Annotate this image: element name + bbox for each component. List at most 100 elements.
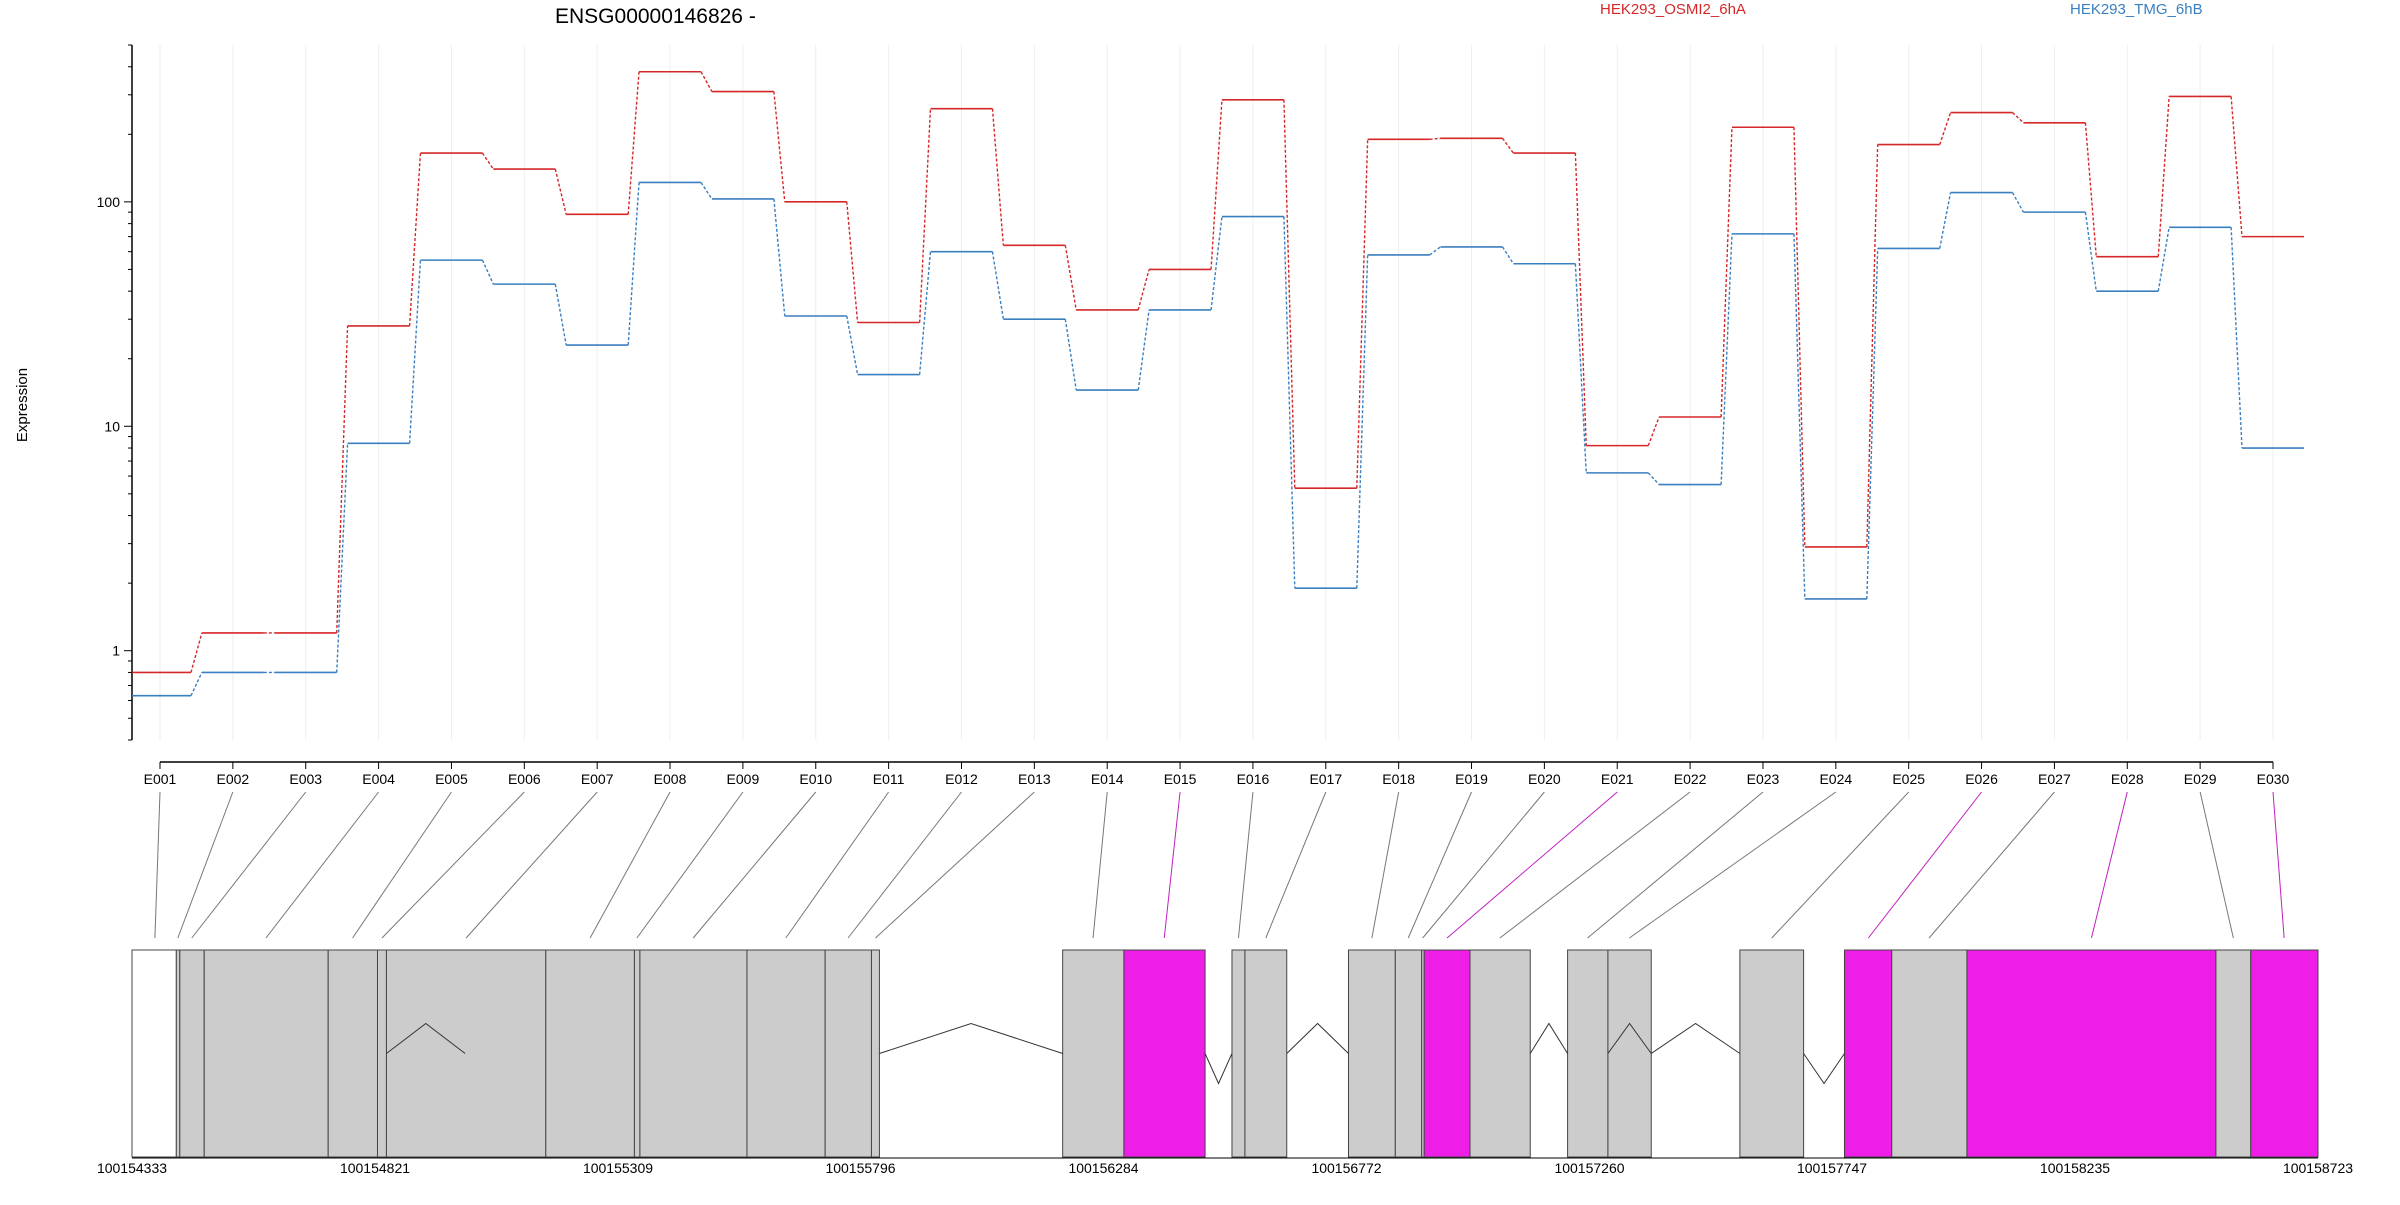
exon-connector-line — [154, 791, 161, 939]
series-osmi2-connector — [1720, 127, 1733, 418]
exon-box — [870, 949, 880, 1158]
exon-box — [385, 949, 547, 1158]
series-osmi2-connector — [627, 71, 640, 215]
x-tick-label: E014 — [1091, 771, 1124, 787]
series-tmg-connector — [1647, 472, 1660, 486]
series-tmg-connector — [1720, 233, 1733, 485]
exon-box — [1062, 949, 1125, 1158]
exon-connector-line — [1163, 791, 1181, 939]
exon-connector-line — [847, 791, 962, 939]
exon-connector-line — [785, 791, 890, 939]
series-osmi2-connector — [1866, 144, 1879, 547]
series-tmg-connector — [1501, 246, 1514, 265]
series-tmg-connector — [2011, 192, 2025, 213]
x-tick-label: E006 — [508, 771, 541, 787]
intron-line — [386, 1022, 466, 1054]
series-tmg-connector — [1283, 216, 1296, 589]
exon-connector-line — [191, 791, 307, 939]
x-tick-label: E016 — [1237, 771, 1270, 787]
series-osmi2-connector — [1210, 99, 1223, 270]
intron-line — [1607, 1022, 1652, 1054]
x-tick-label: E021 — [1601, 771, 1634, 787]
exon-box — [1843, 949, 1893, 1158]
x-tick-label: E003 — [289, 771, 322, 787]
exon-connector-line — [692, 791, 817, 939]
series-tmg-connector — [481, 259, 494, 285]
series-osmi2-connector — [1356, 139, 1369, 489]
x-tick-label: E030 — [2257, 771, 2290, 787]
series-tmg-connector — [773, 198, 786, 317]
exon-connector-line — [1867, 791, 1982, 939]
series-osmi2-connector — [190, 632, 203, 673]
chart-title: ENSG00000146826 - — [555, 5, 756, 28]
exon-box — [203, 949, 329, 1158]
x-tick-label: E018 — [1382, 771, 1415, 787]
exon-box — [746, 949, 826, 1158]
exon-connector-line — [1422, 791, 1545, 939]
exon-connector-line — [1092, 791, 1108, 939]
x-tick-label: E001 — [144, 771, 177, 787]
intron-line — [1286, 1022, 1349, 1054]
exon-connector-line — [381, 791, 525, 939]
intron-line — [1529, 1022, 1569, 1054]
exon-box — [376, 949, 387, 1158]
series-osmi2-connector — [1939, 112, 1952, 145]
exon-connector-line — [1771, 791, 1910, 939]
x-tick-label: E012 — [945, 771, 978, 787]
x-tick-label: E020 — [1528, 771, 1561, 787]
exon-connector-line — [1499, 791, 1691, 939]
exon-connector-line — [2272, 791, 2285, 939]
x-tick-label: E005 — [435, 771, 468, 787]
series-osmi2-connector — [991, 108, 1005, 246]
series-tmg-connector — [918, 251, 932, 375]
x-tick-label: E015 — [1164, 771, 1197, 787]
series-osmi2-connector — [2230, 96, 2243, 237]
x-tick-label: E007 — [581, 771, 614, 787]
series-tmg-connector — [700, 182, 713, 200]
series-tmg-connector — [1210, 216, 1223, 310]
intron-line — [879, 1022, 1063, 1054]
exon-connector-line — [2199, 791, 2234, 939]
exon-box — [1469, 949, 1531, 1158]
series-tmg-connector — [1793, 233, 1806, 599]
series-osmi2-connector — [773, 91, 786, 202]
series-osmi2-connector — [2012, 112, 2024, 124]
x-tick-label: E027 — [2038, 771, 2071, 787]
series-osmi2-connector — [700, 71, 713, 92]
exon-box — [1423, 949, 1471, 1158]
series-tmg-connector — [1137, 309, 1150, 391]
genome-coordinate-label: 100155796 — [825, 1160, 895, 1176]
series-osmi2-connector — [1501, 137, 1514, 154]
series-osmi2-connector — [918, 108, 932, 323]
genome-coordinate-label: 100157747 — [1797, 1160, 1867, 1176]
series-osmi2-connector — [846, 201, 859, 323]
exon-connector-line — [1371, 791, 1400, 939]
series-tmg-connector — [1866, 248, 1879, 600]
genome-coordinate-label: 100154333 — [97, 1160, 167, 1176]
genome-coordinate-label: 100156772 — [1311, 1160, 1381, 1176]
legend-entry-tmg: HEK293_TMG_6hB — [2070, 1, 2203, 18]
exon-box — [1244, 949, 1288, 1158]
genome-coordinate-label: 100158235 — [2040, 1160, 2110, 1176]
exon-connector-line — [2090, 791, 2128, 939]
x-tick-label: E002 — [217, 771, 250, 787]
x-tick-label: E009 — [727, 771, 760, 787]
exon-connector-line — [1446, 791, 1618, 939]
exon-box — [633, 949, 641, 1158]
exon-connector-line — [1407, 791, 1472, 939]
exon-connector-line — [265, 791, 379, 939]
exon-box — [2250, 949, 2319, 1158]
exon-box — [131, 949, 177, 1158]
series-tmg-connector — [190, 672, 203, 697]
exon-box — [179, 949, 205, 1158]
exon-connector-line — [465, 791, 598, 939]
exon-connector-line — [1237, 791, 1254, 939]
exon-box — [1394, 949, 1423, 1158]
intron-line — [1650, 1022, 1741, 1054]
exon-box — [1607, 949, 1652, 1158]
genome-coordinate-label: 100155309 — [583, 1160, 653, 1176]
exon-box — [1739, 949, 1805, 1158]
exon-connector-line — [1629, 791, 1837, 939]
x-tick-label: E023 — [1747, 771, 1780, 787]
